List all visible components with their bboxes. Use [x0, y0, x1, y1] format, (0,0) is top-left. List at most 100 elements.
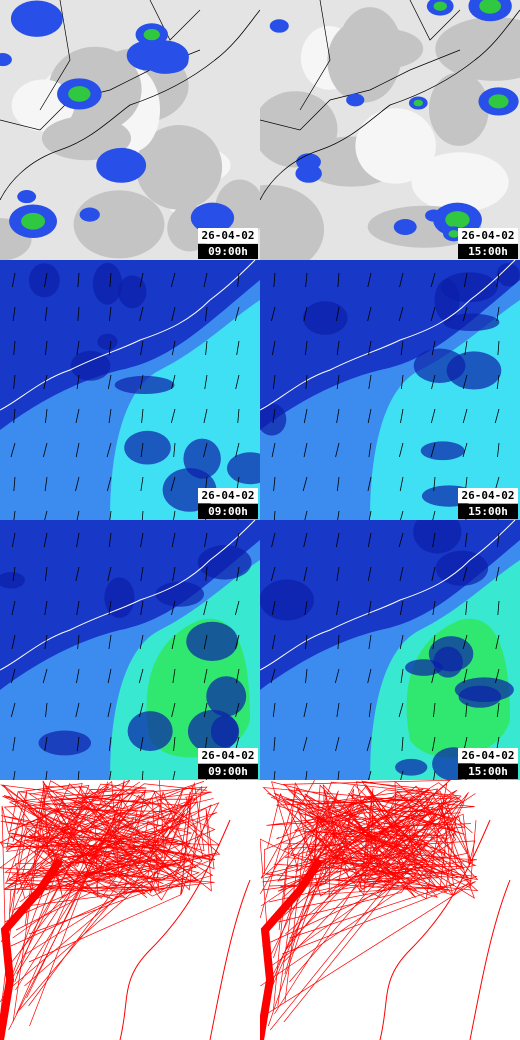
- wind-arrow: [336, 476, 340, 492]
- wind-arrow: [108, 408, 112, 424]
- wind-arrow: [399, 476, 404, 492]
- wind-arrow: [107, 668, 112, 684]
- coastline: [260, 9, 520, 201]
- field-patch: [434, 278, 460, 322]
- field-patch: [124, 430, 171, 465]
- wind-arrow: [108, 532, 112, 548]
- wind-arrow: [12, 736, 16, 752]
- field-patch: [260, 579, 314, 621]
- contour: [264, 781, 439, 898]
- wind-arrow: [235, 532, 240, 548]
- wind-arrow: [464, 532, 468, 548]
- wind-arrow: [302, 476, 308, 492]
- contour: [282, 790, 458, 935]
- map-background: [260, 780, 520, 1040]
- wind-arrow: [77, 272, 80, 288]
- time-label: 09:00h: [208, 245, 248, 258]
- wind-arrow: [271, 532, 276, 548]
- wind-arrow: [273, 770, 276, 780]
- wind-arrow: [432, 600, 436, 616]
- wind-arrow: [431, 566, 436, 582]
- wind-arrow: [235, 442, 240, 458]
- wind-arrow: [336, 702, 340, 718]
- map-body: [0, 780, 260, 1040]
- field-patch: [186, 621, 239, 662]
- wind-arrow: [368, 634, 372, 650]
- wind-arrow: [496, 306, 500, 322]
- contour: [21, 801, 212, 895]
- wind-arrow: [400, 770, 404, 780]
- wind-arrow: [205, 340, 208, 356]
- cloud-shade: [347, 28, 424, 69]
- coastline: [260, 260, 516, 411]
- wind-arrow: [273, 510, 276, 520]
- field-patch: [496, 263, 520, 287]
- wind-arrow: [399, 634, 404, 650]
- wind-arrow: [172, 668, 176, 684]
- rain-area: [190, 202, 235, 234]
- field-patch: [428, 636, 474, 672]
- cloud-shade: [260, 91, 338, 168]
- map-panel: 26-04-02 09:00h: [0, 0, 260, 260]
- wind-arrow: [400, 340, 404, 356]
- wind-arrow: [335, 736, 340, 752]
- field-patch: [97, 333, 118, 350]
- wind-arrow: [76, 340, 80, 356]
- wind-arrow: [10, 702, 16, 718]
- wind-arrow: [108, 634, 112, 650]
- contour: [9, 792, 159, 911]
- wind-arrow: [203, 600, 208, 616]
- wind-arrow: [12, 566, 16, 582]
- contour: [119, 819, 231, 1040]
- wind-arrow: [44, 736, 48, 752]
- wind-arrow: [398, 442, 404, 458]
- wind-arrow: [337, 272, 340, 288]
- coastline: [260, 520, 516, 671]
- wind-arrow: [76, 374, 80, 390]
- wind-arrow: [75, 702, 80, 718]
- wind-arrow: [75, 566, 80, 582]
- wind-arrow: [303, 532, 308, 548]
- wind-arrow: [43, 374, 48, 390]
- date-label: 26-04-02: [202, 749, 255, 762]
- wind-arrow: [108, 306, 112, 322]
- contour: [10, 783, 177, 919]
- wind-arrow: [13, 408, 16, 424]
- map-panel: [260, 780, 520, 1040]
- wind-arrow: [399, 272, 404, 288]
- field-patch: [446, 351, 502, 390]
- wind-arrow: [497, 532, 500, 548]
- wind-arrow: [273, 736, 276, 752]
- date-label: 26-04-02: [462, 489, 515, 502]
- field-patch: [127, 711, 173, 752]
- wind-arrow: [336, 566, 340, 582]
- wind-arrow: [368, 442, 372, 458]
- wind-arrow: [235, 702, 240, 718]
- wind-arrow: [75, 442, 80, 458]
- wind-arrow: [432, 510, 436, 520]
- wind-arrow: [140, 442, 144, 458]
- contour: [19, 817, 218, 903]
- date-box: [198, 228, 258, 243]
- field-patch: [197, 545, 252, 580]
- wind-arrow: [237, 272, 240, 288]
- wind-arrow: [141, 408, 144, 424]
- wind-arrow: [171, 634, 176, 650]
- wind-arrow: [139, 374, 144, 390]
- wind-arrow: [430, 408, 436, 424]
- wind-arrow: [170, 408, 176, 424]
- cloud-shade: [411, 152, 509, 213]
- contour: [264, 796, 477, 939]
- wind-arrow: [367, 532, 372, 548]
- date-label: 26-04-02: [202, 229, 255, 242]
- map-body: [260, 0, 520, 260]
- wind-arrow: [367, 408, 372, 424]
- contour: [469, 879, 511, 1040]
- wind-arrow: [43, 442, 48, 458]
- contour: [278, 788, 457, 931]
- map-panel: 26-04-02 09:00h: [0, 520, 260, 780]
- wind-arrow: [305, 668, 308, 684]
- wind-arrow: [368, 340, 372, 356]
- wind-arrow: [432, 532, 436, 548]
